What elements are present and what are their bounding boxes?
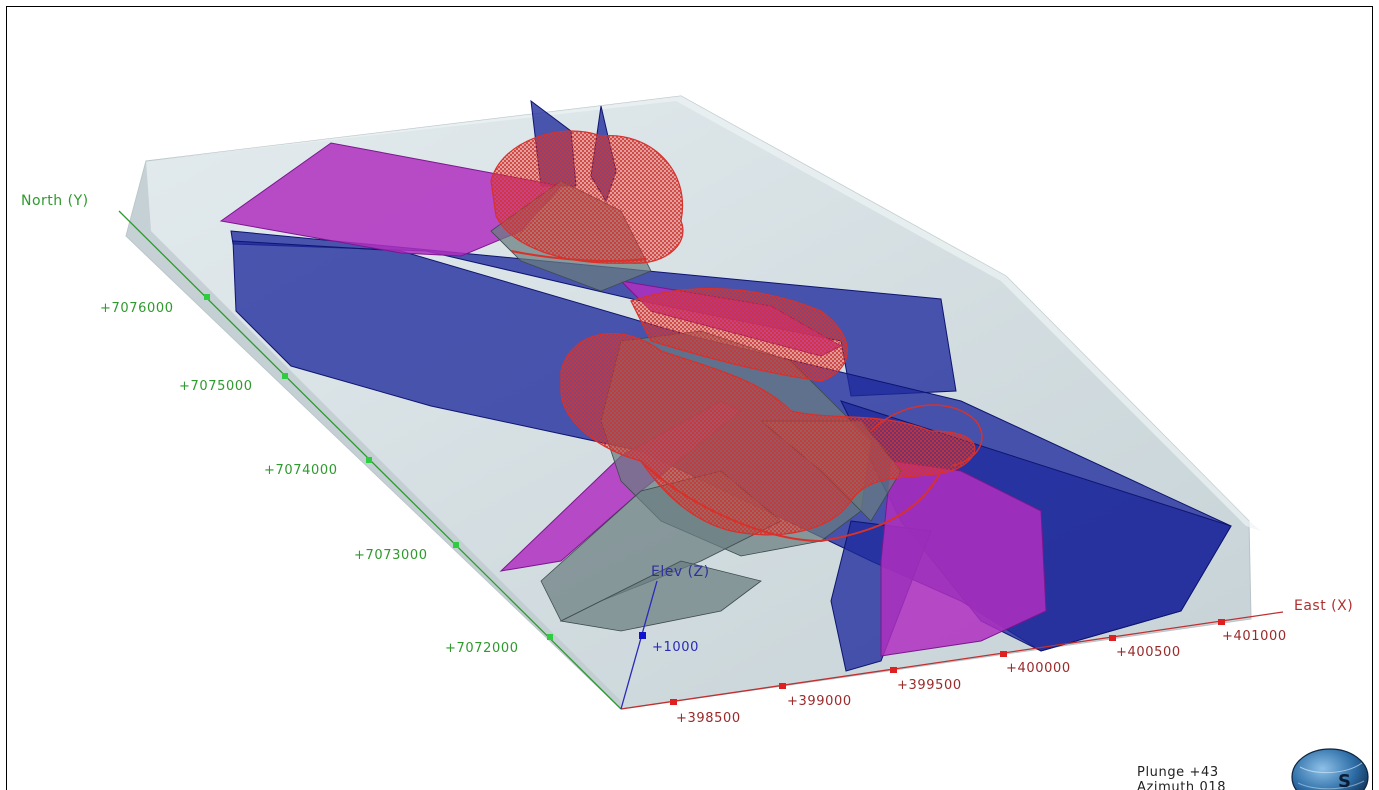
svg-text:S: S — [1338, 771, 1351, 790]
east-tick: +398500 — [676, 711, 741, 726]
east-axis-label: East (X) — [1294, 598, 1353, 614]
elev-axis: Elev (Z) +1000 — [620, 564, 710, 710]
north-axis-label: North (Y) — [21, 193, 89, 209]
east-tick: +401000 — [1222, 629, 1287, 644]
azimuth-readout: Azimuth 018 — [1137, 780, 1227, 790]
elev-tick: +1000 — [652, 640, 699, 655]
3d-scene[interactable]: North (Y) +7076000 +7075000 +7074000 +70… — [7, 7, 1373, 790]
east-axis: East (X) +398500 +399000 +399500 +400000… — [620, 598, 1353, 726]
north-tick: +7074000 — [264, 463, 338, 478]
plunge-readout: Plunge +43 — [1137, 765, 1219, 780]
north-tick: +7073000 — [354, 548, 428, 563]
east-tick: +399500 — [897, 678, 962, 693]
3d-viewport[interactable]: North (Y) +7076000 +7075000 +7074000 +70… — [6, 6, 1373, 790]
east-tick: +400000 — [1006, 661, 1071, 676]
view-orientation: Plunge +43 Azimuth 018 — [1137, 765, 1226, 790]
north-tick: +7072000 — [445, 641, 519, 656]
globe-navigation-icon[interactable]: S — [1290, 745, 1370, 790]
north-axis: North (Y) +7076000 +7075000 +7074000 +70… — [21, 193, 622, 710]
elev-axis-label: Elev (Z) — [651, 564, 710, 580]
ore-shells — [490, 130, 983, 543]
east-tick: +400500 — [1116, 645, 1181, 660]
east-tick: +399000 — [787, 694, 852, 709]
north-tick: +7076000 — [100, 301, 174, 316]
north-tick: +7075000 — [179, 379, 253, 394]
